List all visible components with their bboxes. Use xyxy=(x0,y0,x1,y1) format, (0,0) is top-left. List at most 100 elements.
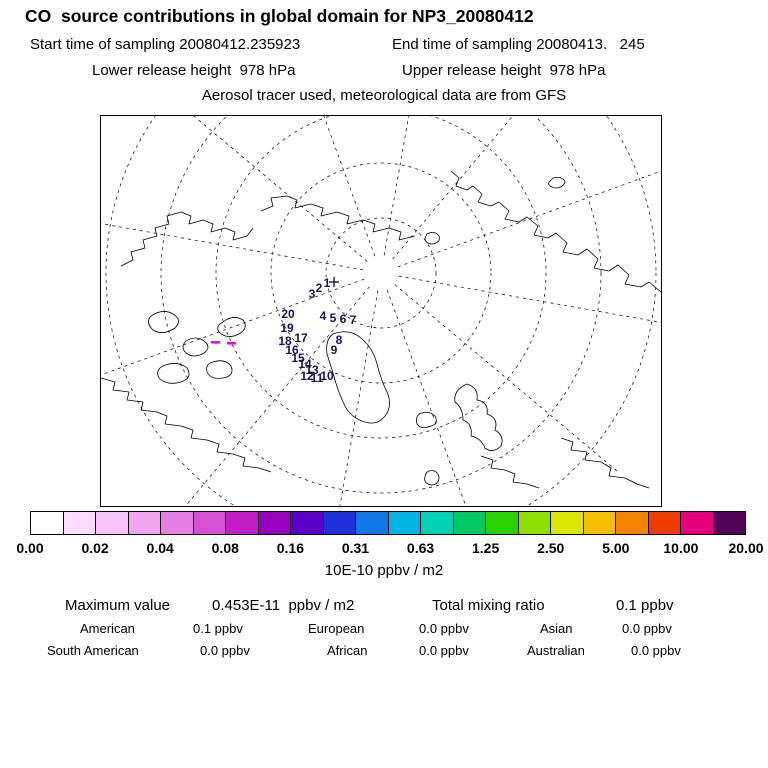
coastline-scandinavia xyxy=(454,383,503,451)
trajectory-point-label: 12 xyxy=(300,369,314,383)
coastline-siberia-top xyxy=(260,195,416,241)
coastline-iceland xyxy=(415,412,437,428)
maximum-value: 0.453E-11 ppbv / m2 xyxy=(212,597,355,614)
meridian-line xyxy=(386,289,467,506)
colorbar-ticks: 0.00 0.02 0.04 0.08 0.16 0.31 0.63 1.25 2.50 5.00… xyxy=(16,540,763,557)
trajectory-point-label: 14 xyxy=(298,357,312,371)
contribution-value-european: 0.0 ppbv xyxy=(419,621,469,636)
latitude-circle xyxy=(160,116,602,494)
total-mixing-ratio-value: 0.1 ppbv xyxy=(616,597,674,614)
coastline-arctic-island xyxy=(206,360,233,379)
colorbar-segment xyxy=(420,512,453,534)
colorbar-segment xyxy=(160,512,193,534)
trajectory-point-label: 9 xyxy=(331,343,338,357)
colorbar-units-label: 10E-10 ppbv / m2 xyxy=(324,562,444,579)
trajectory-point-label: 15 xyxy=(291,351,305,365)
station-marker-icon xyxy=(329,277,339,287)
coastline-southeast xyxy=(560,437,650,489)
meridian-line xyxy=(394,284,619,473)
colorbar-segment xyxy=(62,512,95,534)
coastlines xyxy=(101,170,661,489)
coastline-baltic xyxy=(480,455,540,489)
contribution-value-asian: 0.0 ppbv xyxy=(622,621,672,636)
meridian-line xyxy=(397,170,661,268)
trajectory-point-label: 5 xyxy=(330,311,337,325)
latitude-circle xyxy=(325,217,437,329)
colorbar-tick-label: 0.16 xyxy=(276,540,304,556)
contribution-value-american: 0.1 ppbv xyxy=(193,621,243,636)
trajectory-point-label: 18 xyxy=(278,334,292,348)
contribution-label-asian: Asian xyxy=(540,621,573,636)
colorbar-segment xyxy=(582,512,615,534)
colorbar-segment xyxy=(225,512,258,534)
polar-map: 1 2 3 4 5 6 7 8 9 10 11 12 13 14 15 16 17 18 19 20 xyxy=(100,115,662,507)
colorbar-segment xyxy=(355,512,388,534)
coastline-greenland xyxy=(326,331,390,424)
colorbar-segment xyxy=(647,512,680,534)
upper-release-text: Upper release height 978 hPa xyxy=(402,62,606,79)
total-mixing-ratio-label: Total mixing ratio xyxy=(432,597,545,614)
coastline-uk xyxy=(424,470,440,486)
residence-mark xyxy=(211,341,220,344)
contribution-value-south-american: 0.0 ppbv xyxy=(200,643,250,658)
contribution-label-african: African xyxy=(327,643,368,658)
meridian-line xyxy=(101,278,365,376)
coastline-arctic-island xyxy=(182,337,209,357)
trajectory-point-label: 1 xyxy=(324,276,331,290)
latitude-circle xyxy=(215,116,547,439)
meridian-line xyxy=(193,116,368,262)
colorbar-tick-label: 10.00 xyxy=(663,540,699,556)
colorbar-segment xyxy=(257,512,290,534)
colorbar-segment xyxy=(387,512,420,534)
coastline-arctic-island xyxy=(157,363,190,384)
latitude-circle xyxy=(105,116,657,506)
colorbar-tick-label: 0.63 xyxy=(406,540,435,556)
meridian-line xyxy=(398,275,661,323)
coastline-svalbard xyxy=(424,232,440,245)
colorbar-segment xyxy=(452,512,485,534)
colorbar-tick-label: 0.31 xyxy=(341,540,370,556)
maximum-value-label: Maximum value xyxy=(65,597,171,614)
colorbar-tick-label: 2.50 xyxy=(537,540,565,556)
contribution-label-south-american: South American xyxy=(47,643,139,658)
coastline-alaska xyxy=(120,211,254,267)
colorbar xyxy=(30,511,746,535)
trajectory-point-label: 13 xyxy=(305,363,319,377)
colorbar-segment xyxy=(95,512,128,534)
colorbar-segment xyxy=(615,512,648,534)
coastline-eurasia xyxy=(450,170,661,293)
trajectory-point-label: 8 xyxy=(336,333,343,347)
trajectory-point-label: 7 xyxy=(350,313,357,327)
trajectory-point-label: 17 xyxy=(294,331,308,345)
lower-release-text: Lower release height 978 hPa xyxy=(92,62,296,79)
contribution-value-australian: 0.0 ppbv xyxy=(631,643,681,658)
latitude-circle xyxy=(270,162,492,384)
colorbar-tick-label: 0.04 xyxy=(146,540,174,556)
coastline-arctic-island xyxy=(148,311,179,333)
residence-marks xyxy=(211,341,236,345)
trajectory-point-label: 16 xyxy=(285,343,299,357)
sampling-start-text: Start time of sampling 20080412.235923 xyxy=(30,36,301,53)
contribution-label-european: European xyxy=(308,621,365,636)
trajectory-point-label: 3 xyxy=(309,287,316,301)
meridian-line xyxy=(323,116,376,257)
coastline-arctic-island xyxy=(217,317,246,337)
colorbar-tick-label: 0.00 xyxy=(16,540,44,556)
meridian-line xyxy=(101,223,364,271)
colorbar-segment xyxy=(322,512,355,534)
colorbar-segment xyxy=(31,512,63,534)
colorbar-segment xyxy=(712,512,745,534)
colorbar-segment xyxy=(517,512,550,534)
contribution-label-american: American xyxy=(80,621,135,636)
trajectory-point-label: 19 xyxy=(280,321,294,335)
trajectory-point-label: 2 xyxy=(316,281,323,295)
page-title: CO source contributions in global domain… xyxy=(25,6,534,26)
trajectory-point-label: 10 xyxy=(320,369,334,383)
coastline-north-america xyxy=(101,377,272,473)
colorbar-segment xyxy=(550,512,583,534)
contribution-label-australian: Australian xyxy=(527,643,585,658)
trajectory-point-label: 6 xyxy=(340,312,347,326)
